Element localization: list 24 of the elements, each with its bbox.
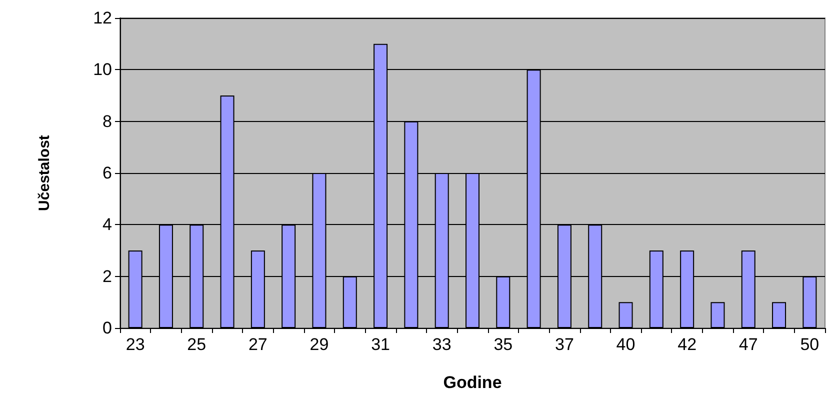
x-axis-title: Godine (443, 373, 502, 392)
y-tick-label: 0 (102, 318, 112, 338)
bar (772, 302, 786, 328)
x-tick-label: 47 (738, 335, 758, 354)
x-tick-label: 37 (554, 335, 574, 354)
x-tick-label: 27 (248, 335, 268, 354)
y-tick-label: 2 (102, 266, 112, 286)
bar (618, 302, 633, 328)
bar (710, 302, 725, 328)
y-tick-label: 8 (102, 112, 112, 131)
y-tick-label: 6 (102, 164, 112, 182)
x-tick-label: 42 (678, 335, 697, 354)
y-tick-label: 4 (102, 215, 112, 234)
x-tick-label: 23 (126, 335, 145, 354)
x-tick-label: 40 (616, 335, 636, 354)
y-axis-title: Učestalost (36, 135, 53, 211)
y-tick-label: 12 (93, 8, 112, 28)
x-tick-label: 31 (371, 335, 390, 354)
x-tick-label: 25 (187, 335, 206, 354)
x-tick-label: 50 (800, 335, 820, 354)
x-tick-label: 33 (432, 335, 452, 354)
y-tick-label: 10 (93, 60, 112, 80)
x-tick-label: 35 (494, 335, 513, 354)
x-tick-label: 29 (310, 335, 329, 354)
